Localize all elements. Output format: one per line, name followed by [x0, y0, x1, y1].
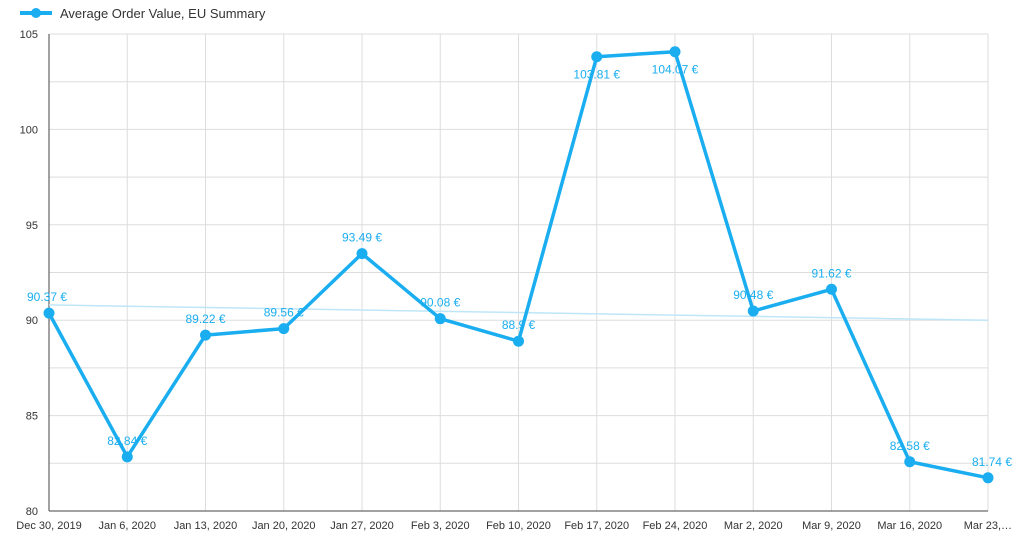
- data-label: 81.74 €: [972, 455, 1012, 469]
- legend[interactable]: Average Order Value, EU Summary: [20, 6, 266, 21]
- x-tick-label: Mar 16, 2020: [877, 520, 942, 532]
- x-tick-label: Feb 17, 2020: [564, 520, 629, 532]
- data-point: [434, 313, 446, 325]
- x-tick-label: Mar 9, 2020: [802, 520, 861, 532]
- x-tick-label: Mar 2, 2020: [724, 520, 783, 532]
- data-point: [826, 283, 837, 295]
- y-tick-label: 80: [26, 506, 38, 518]
- legend-label: Average Order Value, EU Summary: [60, 6, 266, 21]
- y-tick-label: 90: [26, 315, 38, 327]
- data-label: 90.08 €: [420, 296, 460, 310]
- data-point: [591, 51, 603, 63]
- axes: 80 85 90 95 100 105 Dec 30, 2019 Jan 6, 2020 Jan…: [16, 29, 1012, 532]
- data-label: 82.58 €: [890, 439, 930, 453]
- data-label: 90.48 €: [733, 288, 773, 302]
- data-point: [982, 472, 994, 484]
- data-label: 91.62 €: [811, 266, 851, 280]
- data-point: [200, 329, 211, 341]
- y-tick-label: 105: [20, 29, 38, 41]
- data-label: 90.37 €: [27, 290, 67, 304]
- data-label: 88.9 €: [502, 318, 536, 332]
- x-tick-label: Jan 27, 2020: [330, 520, 394, 532]
- data-point: [121, 451, 133, 463]
- x-tick-label: Jan 6, 2020: [99, 520, 157, 532]
- data-label: 104.07 €: [652, 63, 699, 77]
- x-tick-label: Jan 20, 2020: [252, 520, 316, 532]
- y-tick-label: 85: [26, 411, 38, 423]
- trendline: [48, 304, 989, 321]
- series-layer: [43, 46, 994, 484]
- data-point: [904, 456, 916, 468]
- data-label: 103.81 €: [573, 68, 620, 82]
- data-point: [356, 248, 368, 260]
- trendline-layer: [48, 304, 989, 321]
- data-point: [43, 307, 55, 319]
- data-point: [747, 305, 759, 317]
- y-tick-label: 95: [26, 220, 38, 232]
- x-tick-label: Feb 3, 2020: [411, 520, 470, 532]
- data-labels: 90.37 € 82.84 € 89.22 € 89.56 € 93.49 € 90.08…: [27, 63, 1012, 469]
- legend-marker-swatch: [31, 8, 41, 18]
- data-label: 89.56 €: [264, 306, 304, 320]
- data-point: [278, 323, 290, 335]
- x-tick-label: Feb 24, 2020: [643, 520, 708, 532]
- x-tick-label: Feb 10, 2020: [486, 520, 551, 532]
- x-tick-label: Mar 23,…: [964, 520, 1012, 532]
- data-label: 93.49 €: [342, 231, 382, 245]
- data-label: 82.84 €: [107, 434, 147, 448]
- y-tick-label: 100: [20, 124, 38, 136]
- x-tick-label: Dec 30, 2019: [16, 520, 81, 532]
- x-tick-label: Jan 13, 2020: [174, 520, 238, 532]
- data-point: [669, 46, 681, 58]
- data-label: 89.22 €: [185, 312, 225, 326]
- data-point: [513, 335, 524, 347]
